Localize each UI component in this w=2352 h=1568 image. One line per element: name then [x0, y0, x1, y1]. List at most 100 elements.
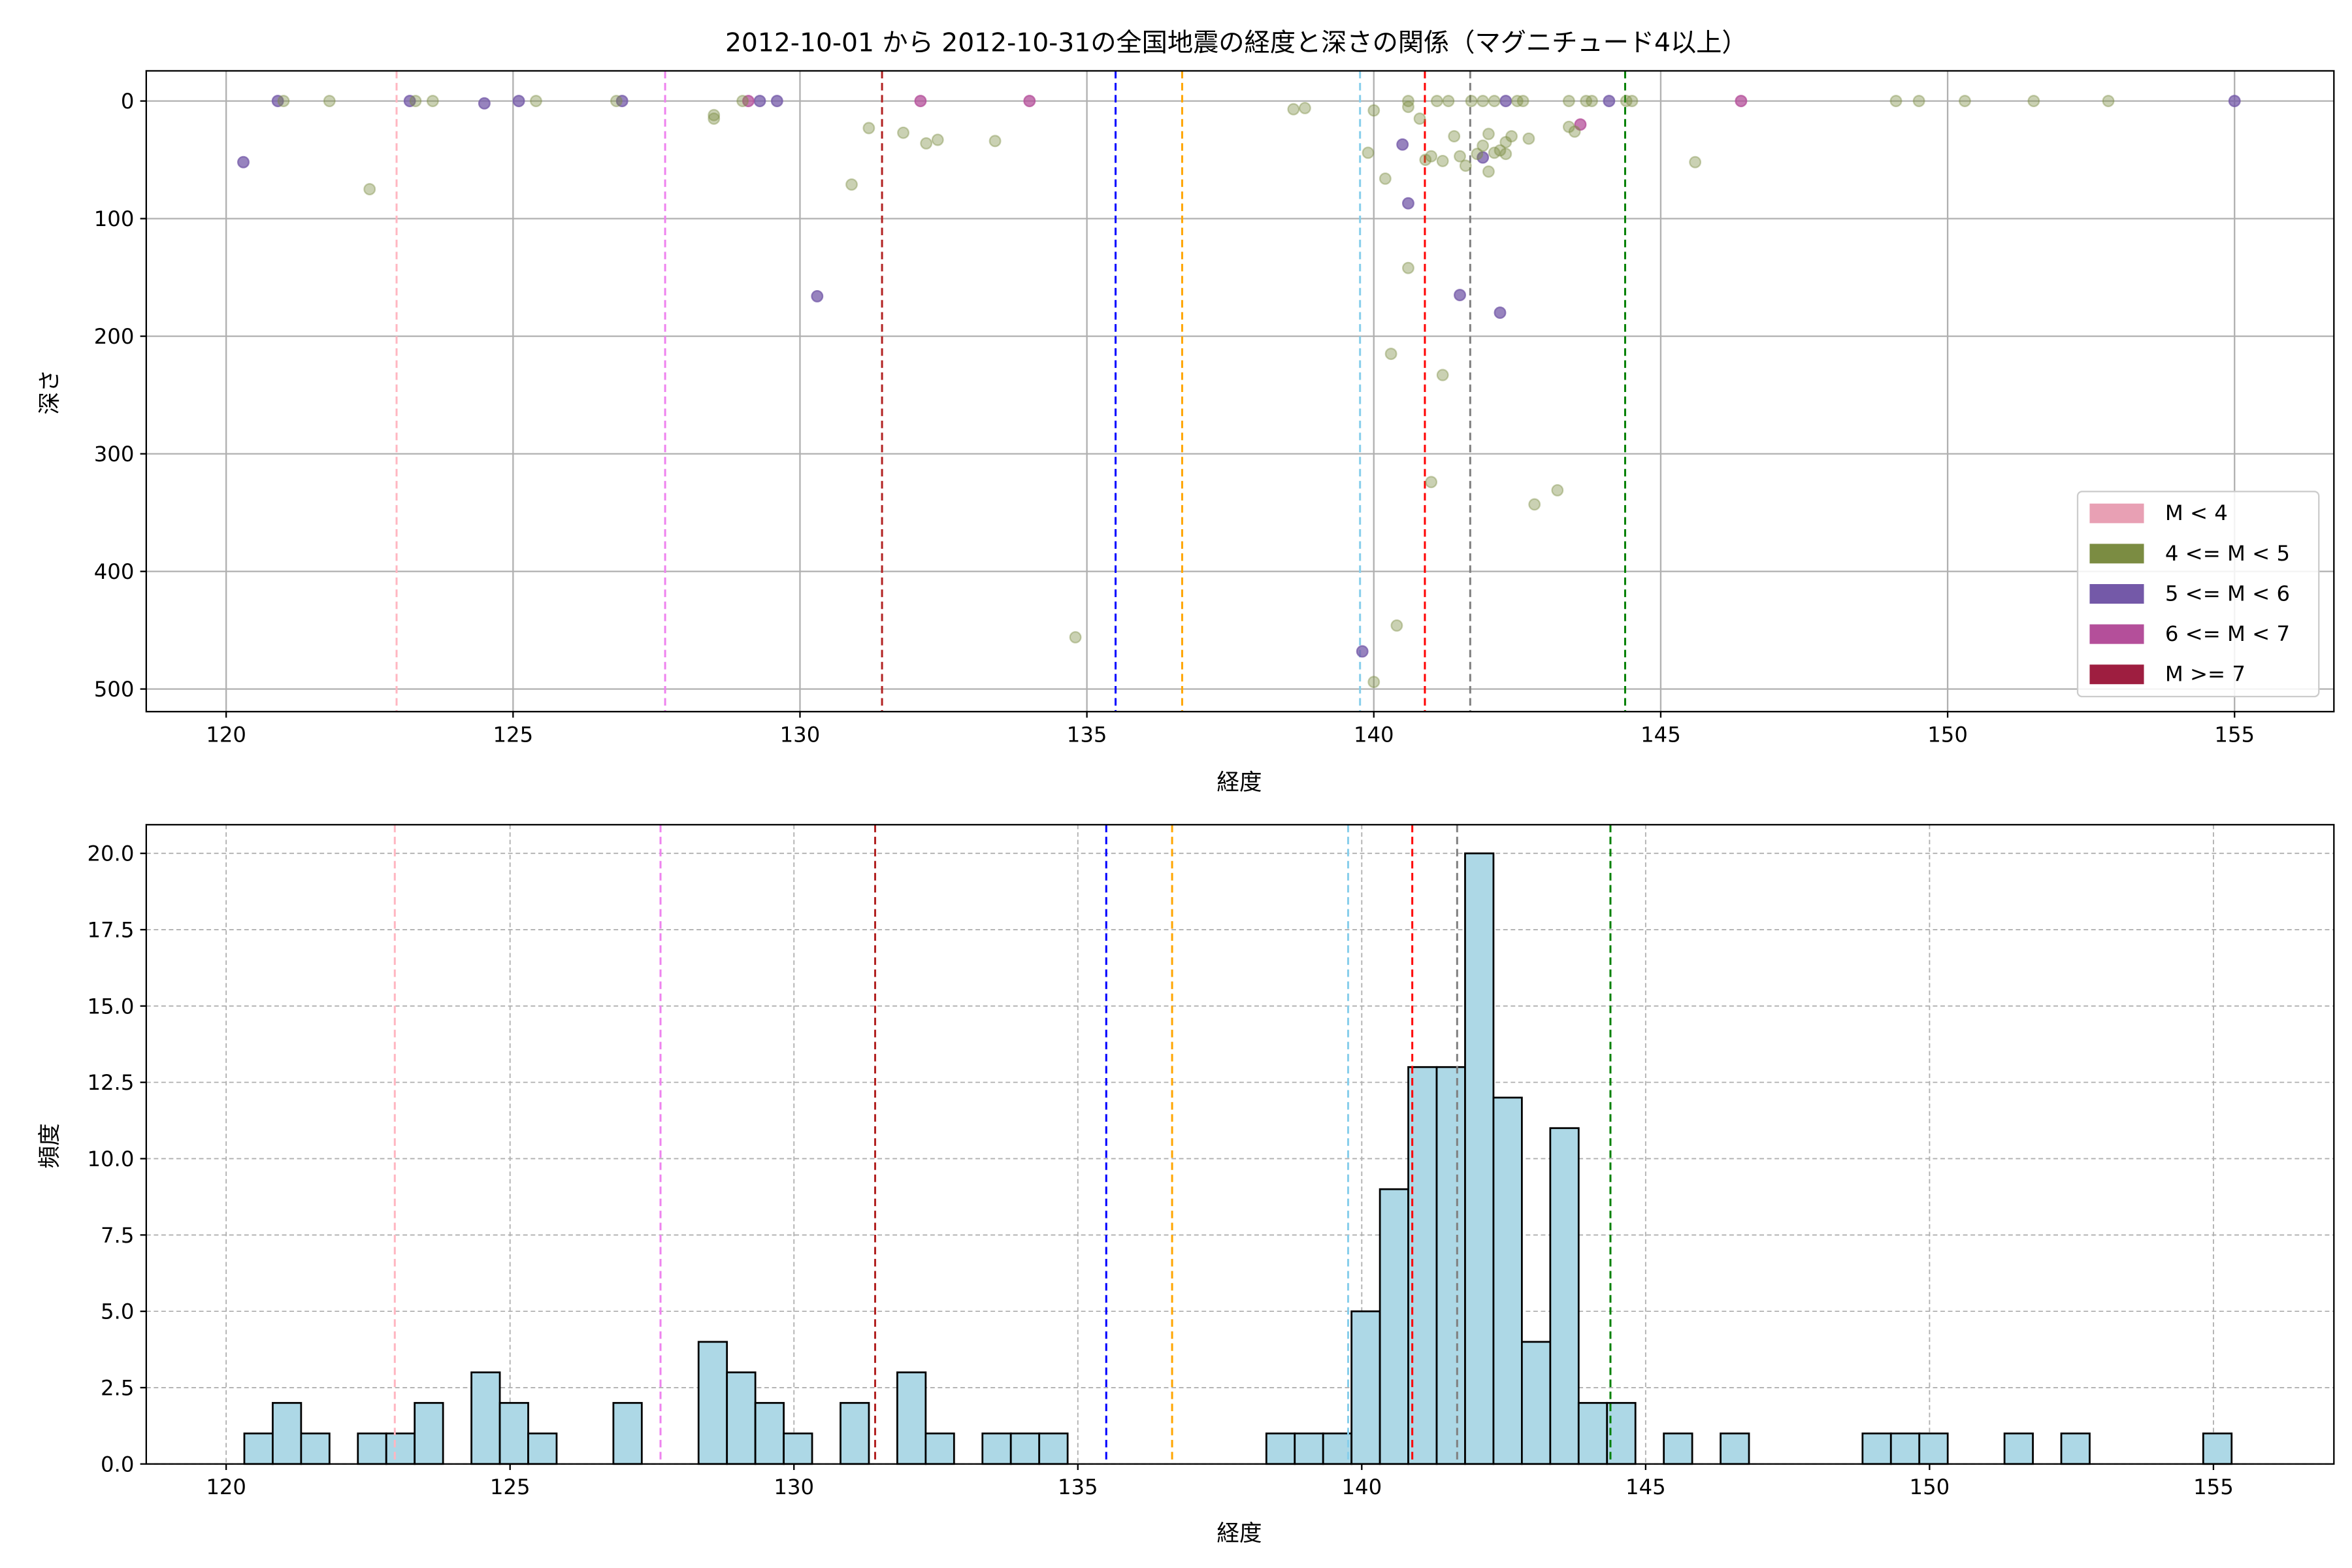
histogram-bar — [2003, 1432, 2034, 1465]
data-point — [1425, 476, 1438, 489]
data-point — [1505, 130, 1518, 143]
data-point — [1603, 95, 1616, 108]
histogram-bar — [840, 1401, 870, 1465]
data-point — [1499, 95, 1512, 108]
histogram-bar — [1350, 1310, 1381, 1465]
data-point — [512, 95, 525, 108]
data-point — [914, 95, 927, 108]
x-tick-label: 150 — [1927, 722, 1968, 747]
histogram-bar — [1464, 852, 1495, 1465]
legend-label: 4 <= M < 5 — [2165, 541, 2290, 566]
data-point — [610, 95, 623, 108]
data-point — [1390, 619, 1403, 632]
histogram-bar — [470, 1371, 501, 1465]
y-axis-label: 頻度 — [37, 1123, 63, 1168]
histogram-bar — [1294, 1432, 1324, 1465]
histogram-bar — [272, 1401, 302, 1465]
y-tick-label: 15.0 — [87, 994, 134, 1019]
legend-swatch — [2089, 584, 2144, 604]
histogram-bar — [1577, 1401, 1609, 1465]
scatter-plot: 120 125 130 135 140 145 150 155 0 100 200 300 400 500… — [37, 70, 2335, 796]
x-tick-label: 135 — [1067, 722, 1107, 747]
legend-swatch — [2089, 544, 2144, 564]
y-tick-label: 17.5 — [87, 918, 134, 943]
y-tick-label: 500 — [94, 677, 135, 702]
histogram-bar — [1549, 1127, 1580, 1465]
histogram-bar — [1606, 1401, 1637, 1465]
legend-box — [2076, 491, 2320, 698]
data-point — [1069, 630, 1082, 644]
data-point — [1356, 645, 1369, 658]
data-point — [1448, 130, 1461, 143]
data-point — [1465, 95, 1478, 108]
data-point — [1413, 112, 1426, 125]
data-point — [708, 112, 721, 125]
data-point — [1562, 95, 1575, 108]
data-point — [1396, 138, 1409, 151]
data-point — [1562, 120, 1575, 133]
data-point — [1471, 148, 1484, 161]
plot-frame — [145, 70, 2335, 713]
x-tick-label: 135 — [1058, 1475, 1098, 1499]
x-tick-label: 155 — [2214, 722, 2255, 747]
data-point — [1362, 146, 1375, 159]
plot-frame — [145, 824, 2335, 1465]
data-point — [1889, 95, 1903, 108]
data-point — [1499, 148, 1512, 161]
data-point — [1436, 154, 1449, 167]
data-point — [1516, 95, 1529, 108]
x-tick-label: 150 — [1910, 1475, 1950, 1499]
histogram-bar — [726, 1371, 757, 1465]
chart-title: 2012-10-01 から 2012-10-31の全国地震の経度と深さの関係（マ… — [725, 28, 1748, 57]
data-point — [1568, 125, 1581, 138]
data-point — [403, 95, 416, 108]
legend: M < 4 4 <= M < 5 5 <= M < 6 6 <= M < 7 M >= … — [2076, 491, 2320, 698]
data-point — [1454, 150, 1466, 163]
data-point — [1419, 154, 1432, 167]
data-point — [363, 183, 376, 196]
data-point — [1488, 95, 1501, 108]
data-point — [1477, 95, 1490, 108]
data-point — [323, 95, 336, 108]
histogram-bar — [1663, 1432, 1693, 1465]
histogram-bar — [783, 1432, 813, 1465]
data-point — [277, 95, 290, 108]
histogram-bar — [1889, 1432, 1921, 1465]
histogram-bar — [1720, 1432, 1750, 1465]
data-point — [426, 95, 439, 108]
y-tick-label: 300 — [94, 442, 135, 466]
x-axis-label: 経度 — [1217, 770, 1262, 796]
data-point — [1402, 261, 1414, 274]
data-point — [920, 137, 933, 150]
data-point — [1620, 95, 1633, 108]
data-point — [1574, 118, 1587, 131]
data-point — [1367, 104, 1380, 117]
data-point — [2027, 95, 2040, 108]
data-point — [2102, 95, 2115, 108]
y-tick-label: 0.0 — [101, 1452, 134, 1477]
histogram-bar — [1379, 1188, 1409, 1465]
data-point — [1912, 95, 1925, 108]
data-point — [1494, 306, 1507, 319]
data-point — [1511, 95, 1524, 108]
histogram-bar — [414, 1401, 444, 1465]
data-point — [1298, 101, 1311, 114]
histogram-bar — [357, 1432, 387, 1465]
data-point — [1367, 676, 1380, 689]
y-tick-label: 12.5 — [87, 1070, 134, 1095]
histogram-bar — [1009, 1432, 1041, 1465]
histogram-bar — [1265, 1432, 1296, 1465]
data-point — [1625, 95, 1639, 108]
data-point — [862, 122, 875, 135]
x-axis-label: 経度 — [1217, 1520, 1262, 1546]
data-point — [1522, 132, 1535, 145]
data-point — [478, 97, 491, 110]
data-point — [736, 95, 749, 108]
data-point — [988, 135, 1002, 148]
data-point — [1477, 139, 1490, 152]
histogram-bar — [1435, 1066, 1466, 1465]
histogram-bar — [243, 1432, 274, 1465]
data-point — [1499, 136, 1512, 149]
data-point — [1551, 483, 1564, 497]
